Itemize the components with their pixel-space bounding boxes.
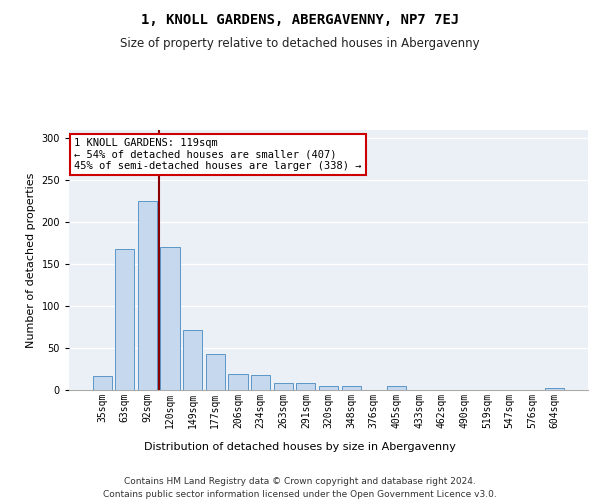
Bar bbox=[92, 376, 112, 390]
Bar bbox=[160, 248, 180, 390]
Bar bbox=[545, 388, 565, 390]
Bar bbox=[387, 386, 406, 390]
Bar bbox=[251, 375, 270, 390]
Text: 1 KNOLL GARDENS: 119sqm
← 54% of detached houses are smaller (407)
45% of semi-d: 1 KNOLL GARDENS: 119sqm ← 54% of detache… bbox=[74, 138, 362, 171]
Bar bbox=[115, 249, 134, 390]
Text: Contains HM Land Registry data © Crown copyright and database right 2024.
Contai: Contains HM Land Registry data © Crown c… bbox=[103, 478, 497, 499]
Text: Size of property relative to detached houses in Abergavenny: Size of property relative to detached ho… bbox=[120, 38, 480, 51]
Text: Distribution of detached houses by size in Abergavenny: Distribution of detached houses by size … bbox=[144, 442, 456, 452]
Bar bbox=[229, 374, 248, 390]
Bar bbox=[138, 202, 157, 390]
Bar bbox=[274, 384, 293, 390]
Y-axis label: Number of detached properties: Number of detached properties bbox=[26, 172, 36, 348]
Bar bbox=[296, 384, 316, 390]
Text: 1, KNOLL GARDENS, ABERGAVENNY, NP7 7EJ: 1, KNOLL GARDENS, ABERGAVENNY, NP7 7EJ bbox=[141, 12, 459, 26]
Bar bbox=[319, 386, 338, 390]
Bar bbox=[183, 330, 202, 390]
Bar bbox=[206, 354, 225, 390]
Bar bbox=[341, 386, 361, 390]
